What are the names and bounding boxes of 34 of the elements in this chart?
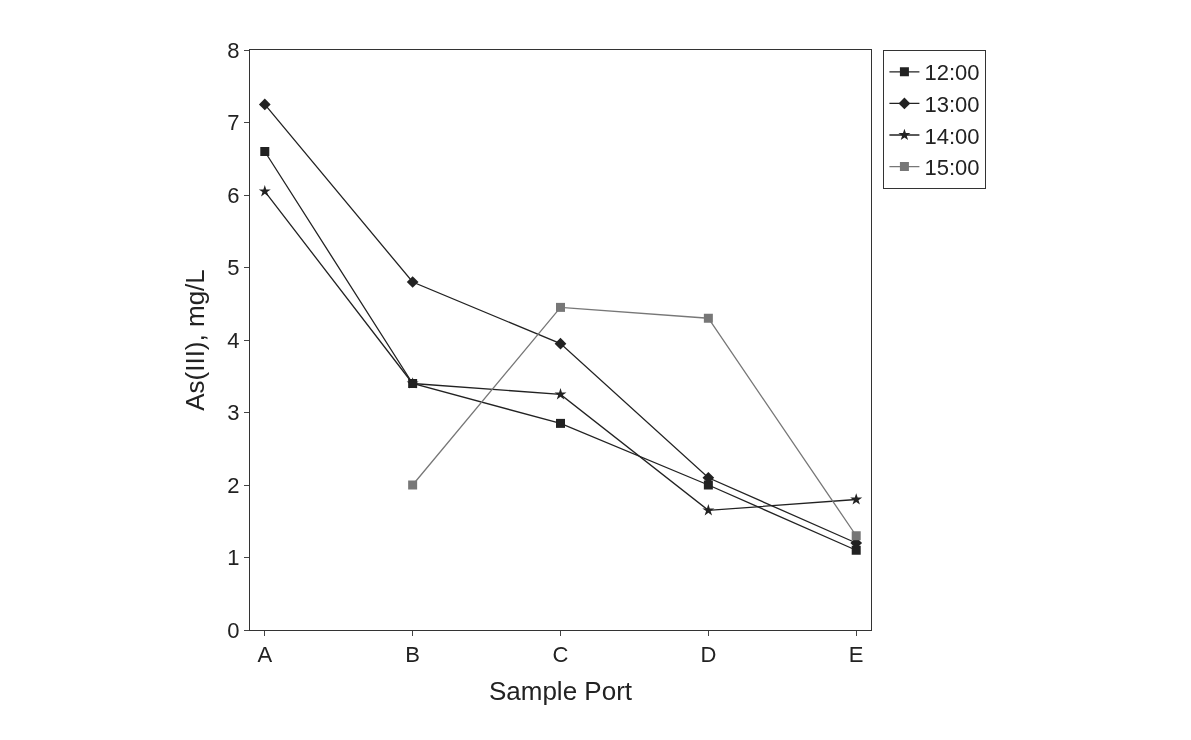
x-tick-label: B	[405, 642, 420, 668]
x-tick-label: A	[257, 642, 273, 668]
point	[408, 480, 418, 490]
y-tick-label: 2	[227, 472, 240, 498]
y-tick-label: 0	[227, 617, 240, 643]
y-tick-label: 7	[227, 110, 240, 136]
y-tick-label: 1	[227, 545, 240, 571]
x-axis-title: Sample Port	[488, 676, 633, 707]
point	[406, 276, 419, 288]
point	[554, 388, 567, 400]
point	[702, 504, 715, 516]
point	[556, 418, 565, 428]
point	[258, 185, 271, 197]
y-tick-label: 4	[227, 327, 240, 353]
point	[554, 337, 567, 350]
point	[703, 480, 713, 490]
y-tick-label: 3	[227, 400, 240, 426]
y-tick-label: 6	[227, 182, 240, 208]
point	[556, 302, 565, 312]
legend-label: 13:00	[924, 91, 980, 117]
point	[260, 147, 270, 156]
point	[703, 313, 713, 323]
point	[850, 493, 863, 505]
point	[258, 98, 271, 111]
legend-label: 15:00	[924, 155, 980, 181]
legend-label: 12:00	[924, 60, 980, 86]
y-axis-title: As(III), mg/L	[179, 269, 210, 411]
y-tick-label: 8	[227, 37, 240, 63]
x-tick-label: E	[848, 642, 864, 668]
y-tick-label: 5	[227, 255, 240, 281]
legend-label: 14:00	[924, 123, 980, 149]
x-tick-label: D	[700, 642, 717, 668]
x-tick-label: C	[552, 642, 569, 668]
point	[851, 531, 861, 541]
